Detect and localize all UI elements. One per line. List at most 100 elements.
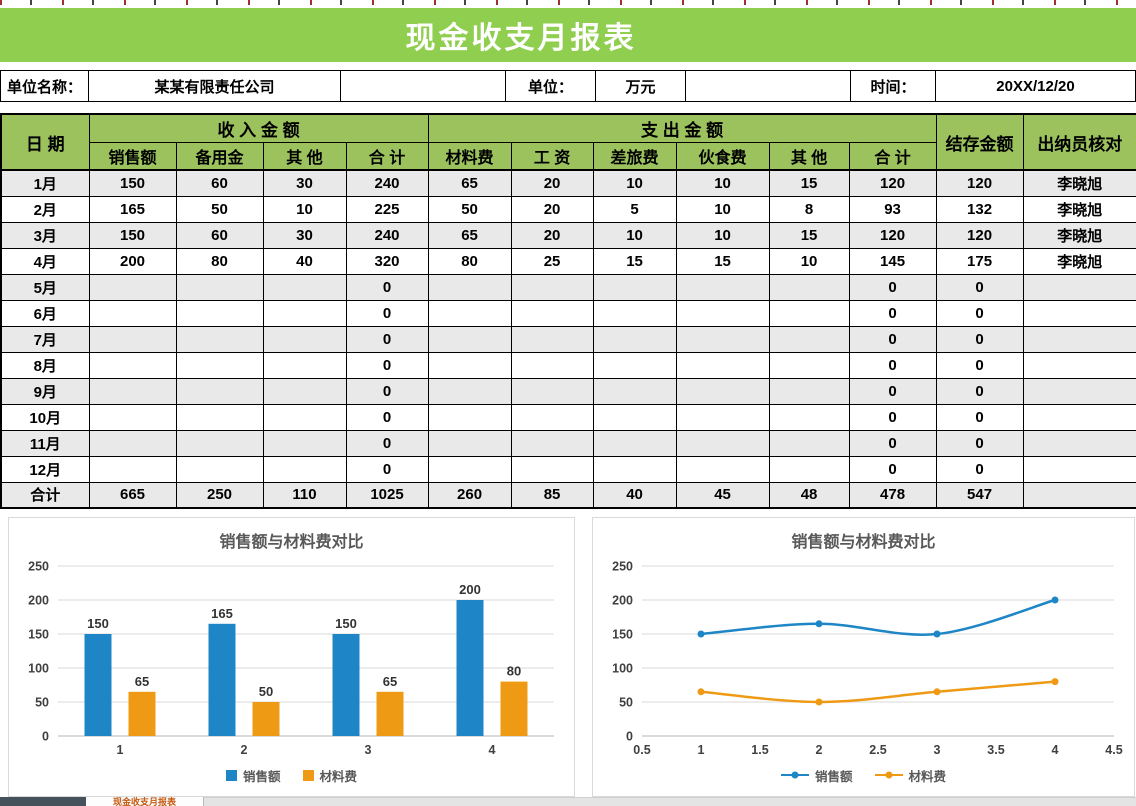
cell-date[interactable]: 3月 [0,221,90,249]
cell-expense-2[interactable] [592,377,677,405]
cell-balance[interactable]: 175 [935,247,1024,275]
cell-balance[interactable]: 547 [935,481,1024,509]
cell-expense-1[interactable]: 85 [510,481,594,509]
cell-expense-1[interactable]: 20 [510,221,594,249]
cell-expense-3[interactable] [675,351,770,379]
cell-income-0[interactable]: 200 [88,247,177,275]
cell-expense-3[interactable] [675,273,770,301]
col-header-expense-5[interactable]: 合 计 [848,141,937,171]
cell-date[interactable]: 9月 [0,377,90,405]
cell-income-0[interactable]: 150 [88,169,177,197]
cell-income-3[interactable]: 0 [345,377,429,405]
cell-expense-4[interactable]: 48 [768,481,850,509]
cell-cashier[interactable] [1022,325,1136,353]
cell-expense-4[interactable] [768,273,850,301]
col-header-income-1[interactable]: 备用金 [175,141,264,171]
cell-expense-0[interactable]: 65 [427,221,512,249]
cell-balance[interactable]: 120 [935,221,1024,249]
cell-expense-5[interactable]: 0 [848,429,937,457]
series-line-s1[interactable] [699,680,1056,704]
cell-expense-0[interactable]: 80 [427,247,512,275]
cell-cashier[interactable] [1022,429,1136,457]
cell-cashier[interactable] [1022,299,1136,327]
cell-expense-0[interactable] [427,325,512,353]
cell-income-2[interactable]: 110 [262,481,347,509]
cell-expense-3[interactable]: 10 [675,221,770,249]
col-header-expense-0[interactable]: 材料费 [427,141,512,171]
cell-expense-5[interactable]: 145 [848,247,937,275]
cell-expense-3[interactable] [675,429,770,457]
cell-balance[interactable]: 0 [935,325,1024,353]
cell-expense-0[interactable] [427,429,512,457]
cell-income-1[interactable] [175,351,264,379]
cell-date[interactable]: 4月 [0,247,90,275]
cell-cashier[interactable]: 李晓旭 [1022,221,1136,249]
cell-expense-3[interactable]: 15 [675,247,770,275]
cell-balance[interactable]: 0 [935,299,1024,327]
col-header-expense-2[interactable]: 差旅费 [592,141,677,171]
cell-income-3[interactable]: 0 [345,455,429,483]
cell-income-1[interactable] [175,403,264,431]
cell-expense-1[interactable] [510,429,594,457]
cell-balance[interactable]: 0 [935,377,1024,405]
cell-income-0[interactable] [88,403,177,431]
cell-expense-2[interactable] [592,325,677,353]
cell-income-2[interactable] [262,455,347,483]
col-header-date[interactable]: 日 期 [0,113,90,171]
cell-income-0[interactable] [88,455,177,483]
cell-income-1[interactable] [175,273,264,301]
cell-income-2[interactable] [262,299,347,327]
cell-income-1[interactable]: 60 [175,221,264,249]
bar-s0-3[interactable] [332,634,359,736]
cell-date[interactable]: 合计 [0,481,90,509]
cell-expense-3[interactable] [675,299,770,327]
cell-expense-3[interactable] [675,455,770,483]
cell-income-1[interactable] [175,377,264,405]
cell-balance[interactable]: 0 [935,455,1024,483]
sheet-tab[interactable]: 现金收支月报表 [86,797,204,806]
col-header-income-0[interactable]: 销售额 [88,141,177,171]
cell-expense-0[interactable] [427,351,512,379]
cell-income-1[interactable]: 50 [175,195,264,223]
bar-s0-1[interactable] [84,634,111,736]
cell-income-2[interactable] [262,325,347,353]
cell-expense-5[interactable]: 0 [848,455,937,483]
cell-income-0[interactable]: 150 [88,221,177,249]
cell-income-2[interactable] [262,403,347,431]
cell-expense-2[interactable]: 10 [592,221,677,249]
bar-s0-2[interactable] [208,623,235,736]
cell-income-0[interactable] [88,299,177,327]
cell-expense-0[interactable] [427,273,512,301]
cell-expense-2[interactable] [592,273,677,301]
cell-expense-4[interactable] [768,325,850,353]
cell-expense-0[interactable] [427,403,512,431]
bar-s1-3[interactable] [376,691,403,736]
cell-income-3[interactable]: 240 [345,221,429,249]
cell-income-2[interactable]: 30 [262,221,347,249]
empty-cell[interactable] [340,70,505,102]
cell-date[interactable]: 8月 [0,351,90,379]
cell-date[interactable]: 1月 [0,169,90,197]
cell-date[interactable]: 12月 [0,455,90,483]
cell-expense-3[interactable] [675,325,770,353]
col-group-expense[interactable]: 支 出 金 额 [427,113,937,143]
col-header-income-2[interactable]: 其 他 [262,141,347,171]
cell-income-0[interactable]: 165 [88,195,177,223]
cell-expense-1[interactable] [510,325,594,353]
sheet-nav-area[interactable] [0,797,86,806]
col-header-expense-1[interactable]: 工 资 [510,141,594,171]
cell-expense-4[interactable] [768,377,850,405]
cell-income-1[interactable] [175,429,264,457]
cell-expense-1[interactable] [510,403,594,431]
cell-income-3[interactable]: 240 [345,169,429,197]
bar-s1-4[interactable] [500,681,527,736]
cell-income-2[interactable]: 10 [262,195,347,223]
cell-income-3[interactable]: 0 [345,273,429,301]
unit-value[interactable]: 万元 [595,70,685,102]
cell-expense-3[interactable] [675,403,770,431]
cell-income-3[interactable]: 0 [345,325,429,353]
cell-date[interactable]: 6月 [0,299,90,327]
cell-cashier[interactable] [1022,455,1136,483]
time-value[interactable]: 20XX/12/20 [935,70,1136,102]
bar-chart-panel[interactable]: 销售额与材料费对比 0 50 100 150 200 250 1 150 65 2 165 50 3 15… [8,517,575,797]
